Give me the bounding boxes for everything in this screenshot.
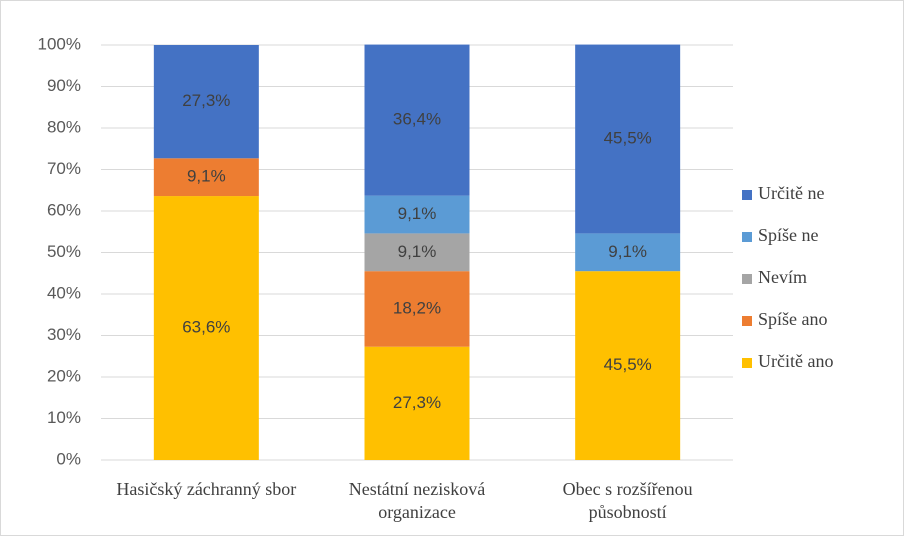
bar-segment bbox=[153, 45, 259, 159]
bar-segment bbox=[364, 346, 470, 460]
bar-segment bbox=[575, 233, 681, 272]
y-tick-label: 20% bbox=[47, 366, 81, 385]
y-tick-label: 60% bbox=[47, 200, 81, 219]
bar-segment bbox=[153, 158, 259, 197]
y-tick-label: 0% bbox=[56, 449, 81, 468]
data-label: 27,3% bbox=[182, 91, 230, 110]
data-label: 9,1% bbox=[398, 242, 437, 261]
y-tick-label: 90% bbox=[47, 76, 81, 95]
legend-label: Spíše ano bbox=[758, 309, 828, 329]
bar-segment bbox=[575, 44, 681, 234]
bar-segment bbox=[153, 196, 259, 460]
data-label: 9,1% bbox=[608, 242, 647, 261]
y-tick-label: 30% bbox=[47, 325, 81, 344]
data-label: 45,5% bbox=[604, 355, 652, 374]
y-tick-label: 10% bbox=[47, 408, 81, 427]
legend-label: Nevím bbox=[758, 267, 807, 287]
legend-swatch bbox=[742, 190, 752, 200]
x-tick-label: Obec s rozšířenou působností bbox=[562, 479, 693, 522]
legend-label: Určitě ano bbox=[758, 351, 833, 371]
legend-swatch bbox=[742, 232, 752, 242]
data-label: 9,1% bbox=[398, 204, 437, 223]
data-label: 63,6% bbox=[182, 318, 230, 337]
legend-label: Určitě ne bbox=[758, 183, 824, 203]
legend-swatch bbox=[742, 316, 752, 326]
data-label: 18,2% bbox=[393, 298, 441, 317]
bar-segment bbox=[364, 44, 470, 196]
data-label: 45,5% bbox=[604, 128, 652, 147]
y-tick-label: 70% bbox=[47, 159, 81, 178]
data-label: 9,1% bbox=[187, 167, 226, 186]
y-tick-label: 50% bbox=[47, 242, 81, 261]
y-tick-label: 80% bbox=[47, 117, 81, 136]
bar-segment bbox=[364, 233, 470, 272]
x-tick-label: Nestátní nezisková organizace bbox=[348, 479, 486, 522]
legend-swatch bbox=[742, 274, 752, 284]
data-label: 27,3% bbox=[393, 393, 441, 412]
legend-swatch bbox=[742, 358, 752, 368]
legend-label: Spíše ne bbox=[758, 225, 819, 245]
data-label: 36,4% bbox=[393, 110, 441, 129]
y-tick-label: 40% bbox=[47, 283, 81, 302]
bar-segment bbox=[364, 195, 470, 234]
bar-segment bbox=[575, 271, 681, 460]
x-tick-label: Hasičský záchranný sbor bbox=[116, 479, 297, 499]
y-tick-label: 100% bbox=[38, 34, 81, 53]
bar-segment bbox=[364, 271, 470, 347]
